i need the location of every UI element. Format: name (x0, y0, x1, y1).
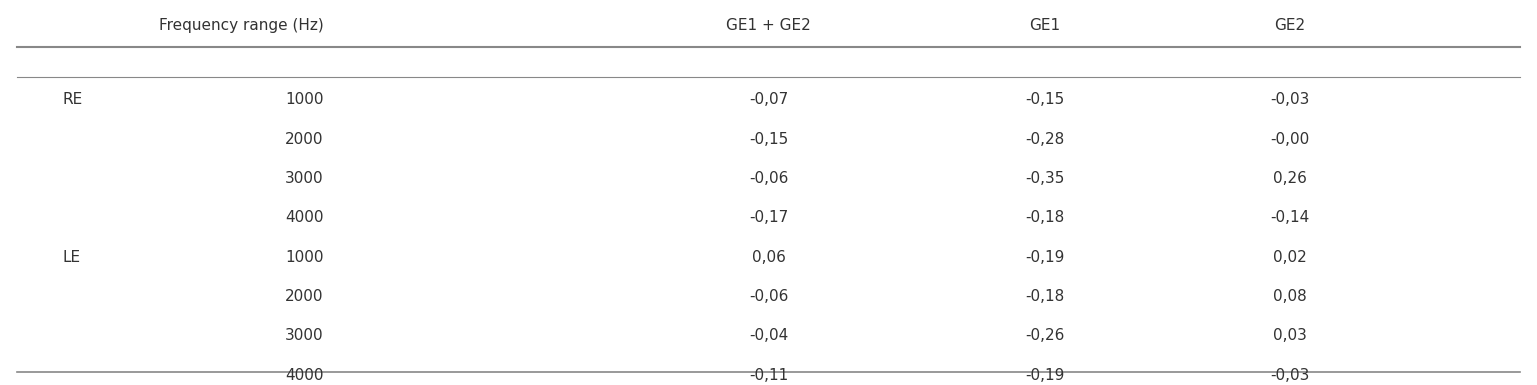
Text: -0,06: -0,06 (749, 289, 788, 304)
Text: 3000: 3000 (284, 328, 324, 343)
Text: 4000: 4000 (284, 368, 324, 383)
Text: 4000: 4000 (284, 210, 324, 225)
Text: 2000: 2000 (284, 132, 324, 147)
Text: 1000: 1000 (284, 249, 324, 264)
Text: 2000: 2000 (284, 289, 324, 304)
Text: -0,14: -0,14 (1271, 210, 1310, 225)
Text: -0,00: -0,00 (1271, 132, 1310, 147)
Text: -0,06: -0,06 (749, 171, 788, 186)
Text: -0,28: -0,28 (1025, 132, 1064, 147)
Text: 0,08: 0,08 (1273, 289, 1306, 304)
Text: -0,17: -0,17 (749, 210, 788, 225)
Text: 0,06: 0,06 (752, 249, 785, 264)
Text: -0,26: -0,26 (1025, 328, 1064, 343)
Text: -0,18: -0,18 (1025, 210, 1064, 225)
Text: GE2: GE2 (1274, 18, 1306, 33)
Text: -0,03: -0,03 (1271, 368, 1310, 383)
Text: -0,15: -0,15 (1025, 92, 1064, 107)
Text: 0,26: 0,26 (1273, 171, 1306, 186)
Text: -0,03: -0,03 (1271, 92, 1310, 107)
Text: -0,19: -0,19 (1025, 368, 1064, 383)
Text: -0,35: -0,35 (1025, 171, 1064, 186)
Text: -0,19: -0,19 (1025, 249, 1064, 264)
Text: -0,11: -0,11 (749, 368, 788, 383)
Text: -0,07: -0,07 (749, 92, 788, 107)
Text: 0,03: 0,03 (1273, 328, 1306, 343)
Text: 0,02: 0,02 (1273, 249, 1306, 264)
Text: 3000: 3000 (284, 171, 324, 186)
Text: GE1 + GE2: GE1 + GE2 (725, 18, 812, 33)
Text: RE: RE (63, 92, 83, 107)
Text: LE: LE (63, 249, 81, 264)
Text: Frequency range (Hz): Frequency range (Hz) (158, 18, 324, 33)
Text: 1000: 1000 (284, 92, 324, 107)
Text: -0,04: -0,04 (749, 328, 788, 343)
Text: GE1: GE1 (1030, 18, 1061, 33)
Text: -0,18: -0,18 (1025, 289, 1064, 304)
Text: -0,15: -0,15 (749, 132, 788, 147)
